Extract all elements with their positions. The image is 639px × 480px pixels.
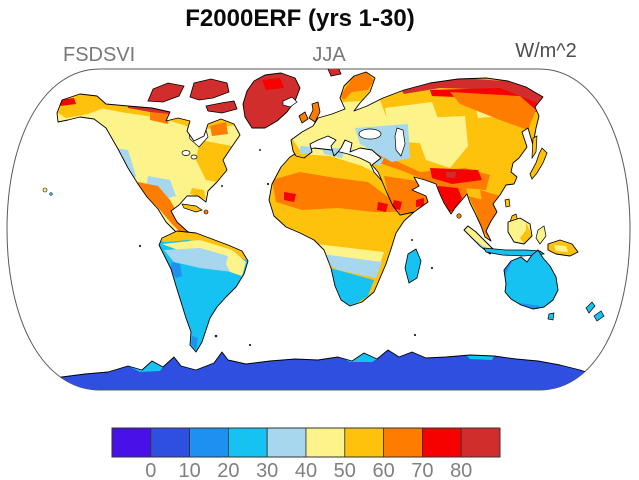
season-label: JJA <box>312 44 346 66</box>
hawaii <box>49 192 53 196</box>
landmass-madagascar <box>404 248 422 284</box>
landmass-java <box>483 247 546 257</box>
colorbar-segment <box>460 427 501 458</box>
landmass-new-guinea <box>547 239 579 257</box>
hispaniola <box>203 209 209 215</box>
colorbar-border <box>111 427 501 458</box>
colorbar: 0 10 20 30 40 50 60 70 80 <box>111 427 501 480</box>
landmass-greenland <box>242 72 301 129</box>
great-lakes <box>190 154 198 160</box>
colorbar-segment <box>383 427 423 458</box>
colorbar-tick: 60 <box>372 460 394 480</box>
svalbard <box>327 69 342 77</box>
sakhalin <box>531 135 538 160</box>
landmass-east-asia-islands <box>504 135 548 229</box>
colorbar-tick: 50 <box>334 460 356 480</box>
colorbar-segment <box>111 427 152 458</box>
landmass-sulawesi <box>535 225 547 245</box>
units-label: W/m^2 <box>515 40 577 62</box>
landmass-arctic-canada-islands <box>147 69 342 114</box>
colorbar-segment <box>421 427 462 458</box>
landmass-new-zealand <box>585 301 605 322</box>
sri-lanka <box>456 213 462 219</box>
landmass-iceland <box>282 96 298 108</box>
taiwan <box>504 198 511 208</box>
landmass-borneo <box>507 217 533 245</box>
colorbar-segment <box>305 427 346 458</box>
landmass-tasmania <box>547 312 555 321</box>
landmass-antarctica <box>19 349 617 390</box>
japan <box>529 147 548 180</box>
cuba <box>181 203 203 213</box>
landmass-eurasia <box>290 71 544 242</box>
great-lakes <box>181 150 191 156</box>
colorbar-segment <box>150 427 191 458</box>
landmass-british-isles <box>298 101 321 124</box>
colorbar-tick: 80 <box>450 460 472 480</box>
colorbar-tick: 40 <box>295 460 317 480</box>
colorbar-tick: 20 <box>217 460 239 480</box>
colorbar-tick: 10 <box>178 460 200 480</box>
plot-title: F2000ERF (yrs 1-30) <box>185 5 414 32</box>
landmass-africa <box>268 147 415 307</box>
colorbar-segment <box>189 427 229 458</box>
black-sea <box>358 128 382 140</box>
landmass-south-america <box>158 230 249 353</box>
colorbar-tick: 30 <box>256 460 278 480</box>
variable-label: FSDSVI <box>63 44 135 66</box>
small-islands <box>42 149 462 347</box>
colorbar-tick: 70 <box>411 460 433 480</box>
caspian-sea <box>394 127 406 157</box>
colorbar-segment <box>344 427 384 458</box>
colorbar-tick: 0 <box>145 460 156 480</box>
colorbar-segment <box>227 427 268 458</box>
colorbar-segment <box>266 427 307 458</box>
hawaii <box>42 187 48 193</box>
